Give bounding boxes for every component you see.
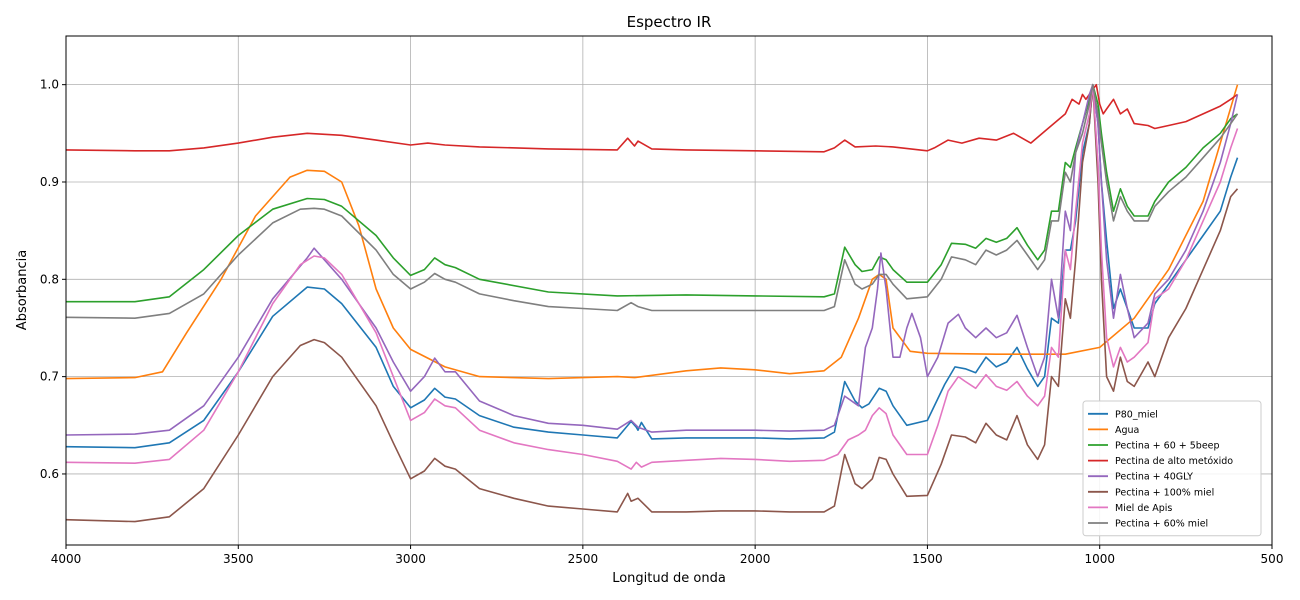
series-line-1 — [65, 84, 1239, 380]
y-tick-label: 0.9 — [40, 175, 59, 189]
legend-label: Pectina + 60% miel — [1115, 519, 1208, 530]
x-tick-label: 1500 — [912, 552, 943, 566]
series-line-6 — [65, 83, 1239, 470]
series-line-3 — [65, 83, 1238, 153]
series-line-4 — [65, 83, 1239, 436]
y-tick-label: 0.8 — [40, 272, 59, 286]
x-tick-label: 4000 — [51, 552, 82, 566]
legend: P80_miel Agua Pectina + 60 + 5beep Pectina … — [1082, 400, 1262, 537]
legend-label: Agua — [1115, 425, 1139, 436]
x-tick-label: 3000 — [395, 552, 426, 566]
series-line-2 — [66, 83, 1238, 303]
y-tick-label: 0.7 — [40, 370, 59, 384]
plot-frame — [65, 35, 1273, 546]
legend-label: Miel de Apis — [1115, 503, 1172, 514]
x-tick-label: 500 — [1261, 552, 1284, 566]
legend-box — [1082, 400, 1262, 537]
x-tick-label: 1000 — [1084, 552, 1115, 566]
series-line-5 — [65, 83, 1239, 523]
x-tick-label: 2500 — [568, 552, 599, 566]
x-tick-label: 3500 — [223, 552, 254, 566]
legend-label: Pectina + 60 + 5beep — [1115, 441, 1220, 452]
x-axis-ticks: 4000 3500 3000 2500 2000 1500 1000 500 — [51, 545, 1284, 566]
legend-label: Pectina de alto metóxido — [1115, 456, 1233, 467]
x-axis-label: Longitud de onda — [612, 571, 726, 586]
series-lines — [65, 83, 1239, 523]
legend-label: P80_miel — [1115, 409, 1158, 420]
y-tick-label: 1.0 — [40, 78, 59, 92]
legend-label: Pectina + 40GLY — [1115, 472, 1193, 483]
series-line-7 — [65, 83, 1239, 319]
y-axis-label: Absorbancia — [15, 250, 30, 330]
y-axis-ticks: 0.6 0.7 0.8 0.9 1.0 — [40, 78, 66, 481]
legend-label: Pectina + 100% miel — [1115, 487, 1214, 498]
x-tick-label: 2000 — [740, 552, 771, 566]
series-line-0 — [65, 83, 1239, 449]
chart-title: Espectro IR — [627, 13, 712, 31]
y-tick-label: 0.6 — [40, 467, 59, 481]
